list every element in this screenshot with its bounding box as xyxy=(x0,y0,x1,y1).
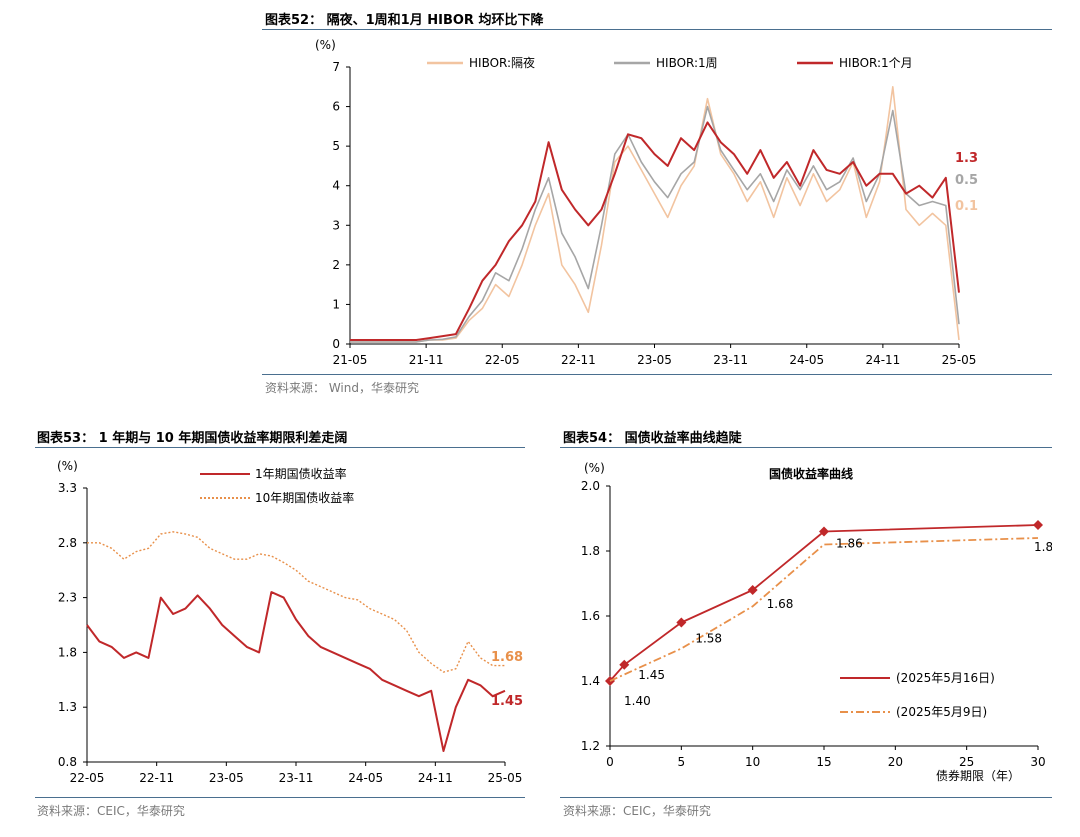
y-tick-label: 1.8 xyxy=(58,645,77,659)
legend-label-2: 10年期国债收益率 xyxy=(255,490,354,505)
y-tick-label: 0 xyxy=(332,337,340,351)
end-label-1: 0.1 xyxy=(955,199,978,214)
x-tick-label: 25-05 xyxy=(942,353,977,367)
series-line-1 xyxy=(609,524,1039,682)
x-tick-label: 23-11 xyxy=(279,771,314,785)
y-tick-label: 1.8 xyxy=(581,544,600,558)
x-tick-label: 23-05 xyxy=(637,353,672,367)
y-tick-label: 6 xyxy=(332,100,340,114)
end-label-2: 1.68 xyxy=(491,650,523,665)
x-tick-label: 22-11 xyxy=(139,771,174,785)
chart53-top-rule xyxy=(35,447,525,448)
y-tick-label: 4 xyxy=(332,179,340,193)
x-tick-label: 30 xyxy=(1030,755,1045,769)
x-tick-label: 25-05 xyxy=(488,771,523,785)
x-tick-label: 23-11 xyxy=(713,353,748,367)
y-tick-label: 2.0 xyxy=(581,479,600,493)
y-tick-label: 1.6 xyxy=(581,609,600,623)
series-line-1 xyxy=(86,591,506,752)
x-tick-label: 22-11 xyxy=(561,353,596,367)
data-label: 1.58 xyxy=(695,632,722,646)
chart54-source: 资料来源：CEIC，华泰研究 xyxy=(563,804,711,818)
y-unit-label: (%) xyxy=(57,459,78,473)
data-label: 1.88 xyxy=(1034,540,1052,554)
chart52-bottom-rule xyxy=(262,374,1052,375)
legend-label-1: 1年期国债收益率 xyxy=(255,466,347,481)
data-label: 1.40 xyxy=(624,694,651,708)
end-label-2: 0.5 xyxy=(955,173,978,188)
x-tick-label: 0 xyxy=(606,755,614,769)
chart52-title: 图表52： 隔夜、1周和1月 HIBOR 均环比下降 xyxy=(265,13,544,28)
y-tick-label: 3.3 xyxy=(58,481,77,495)
chart53-title: 图表53： 1 年期与 10 年期国债收益率期限利差走阔 xyxy=(37,431,348,446)
data-label: 1.45 xyxy=(638,668,665,682)
x-tick-label: 25 xyxy=(959,755,974,769)
data-marker xyxy=(1033,520,1043,530)
x-tick-label: 21-05 xyxy=(333,353,368,367)
x-tick-label: 10 xyxy=(745,755,760,769)
x-tick-label: 24-05 xyxy=(789,353,824,367)
x-tick-label: 20 xyxy=(888,755,903,769)
y-tick-label: 1 xyxy=(332,297,340,311)
end-label-1: 1.45 xyxy=(491,694,523,709)
x-tick-label: 21-11 xyxy=(409,353,444,367)
chart-inner-title: 国债收益率曲线 xyxy=(769,466,853,481)
y-tick-label: 1.4 xyxy=(581,674,600,688)
y-tick-label: 2 xyxy=(332,258,340,272)
x-tick-label: 24-11 xyxy=(865,353,900,367)
y-tick-label: 5 xyxy=(332,139,340,153)
x-tick-label: 22-05 xyxy=(70,771,105,785)
legend-label-3: HIBOR:1个月 xyxy=(839,56,913,70)
data-marker xyxy=(747,585,758,595)
chart54-top-rule xyxy=(560,447,1052,448)
series-line-2 xyxy=(609,537,1039,682)
series-line-3 xyxy=(350,121,960,341)
data-marker xyxy=(619,659,630,670)
chart54-bottom-rule xyxy=(560,797,1052,798)
x-tick-label: 24-05 xyxy=(348,771,383,785)
data-marker xyxy=(676,617,687,628)
y-tick-label: 1.3 xyxy=(58,700,77,714)
y-tick-label: 3 xyxy=(332,218,340,232)
x-axis-label: 债券期限（年） xyxy=(936,768,1020,783)
y-unit-label: (%) xyxy=(315,38,336,52)
series-line-2 xyxy=(350,105,960,343)
series-line-1 xyxy=(350,85,960,343)
x-tick-label: 24-11 xyxy=(418,771,453,785)
data-marker xyxy=(819,526,829,537)
chart52-source: 资料来源： Wind，华泰研究 xyxy=(265,381,419,395)
x-tick-label: 5 xyxy=(678,755,686,769)
x-tick-label: 15 xyxy=(816,755,831,769)
end-label-3: 1.3 xyxy=(955,151,978,166)
chart53: (%) 0.8 1.3 1.8 2.3 2.8 3.3 22-05 22-11 23-05 23-1… xyxy=(57,459,523,785)
chart52-top-rule xyxy=(262,29,1052,30)
x-tick-label: 22-05 xyxy=(485,353,520,367)
y-tick-label: 2.8 xyxy=(58,536,77,550)
y-unit-label: (%) xyxy=(584,461,605,475)
chart53-bottom-rule xyxy=(35,797,525,798)
legend-label-1: HIBOR:隔夜 xyxy=(469,55,535,70)
y-tick-label: 2.3 xyxy=(58,591,77,605)
legend-label-2: (2025年5月9日) xyxy=(896,705,987,719)
chart54: (%) 国债收益率曲线 1.2 1.4 1.6 1.8 2.0 0 5 10 15 20 25 30 债券期… xyxy=(581,461,1052,783)
legend-label-2: HIBOR:1周 xyxy=(656,56,718,70)
data-label: 1.68 xyxy=(767,597,794,611)
chart53-source: 资料来源：CEIC，华泰研究 xyxy=(37,804,185,818)
chart52: (%) 0 1 2 3 4 5 6 7 21-05 21-11 22-05 22-11 23-05 23-1… xyxy=(315,38,978,367)
series-line-2 xyxy=(87,531,505,673)
y-tick-label: 0.8 xyxy=(58,755,77,769)
y-tick-label: 1.2 xyxy=(581,739,600,753)
chart54-title: 图表54： 国债收益率曲线趋陡 xyxy=(563,431,742,446)
data-label: 1.86 xyxy=(836,537,863,551)
legend-label-1: (2025年5月16日) xyxy=(896,671,995,685)
x-tick-label: 23-05 xyxy=(209,771,244,785)
y-tick-label: 7 xyxy=(332,60,340,74)
